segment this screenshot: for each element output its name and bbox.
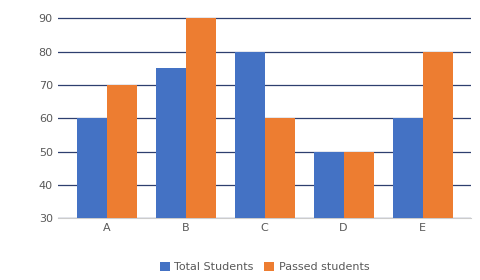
Bar <box>343 152 373 280</box>
Bar <box>421 52 452 280</box>
Bar <box>392 118 421 280</box>
Bar <box>185 18 215 280</box>
Bar <box>264 118 294 280</box>
Bar <box>313 152 343 280</box>
Bar <box>107 85 136 280</box>
Bar <box>76 118 107 280</box>
Bar <box>234 52 264 280</box>
Legend: Total Students, Passed students: Total Students, Passed students <box>155 258 373 277</box>
Bar <box>155 68 185 280</box>
